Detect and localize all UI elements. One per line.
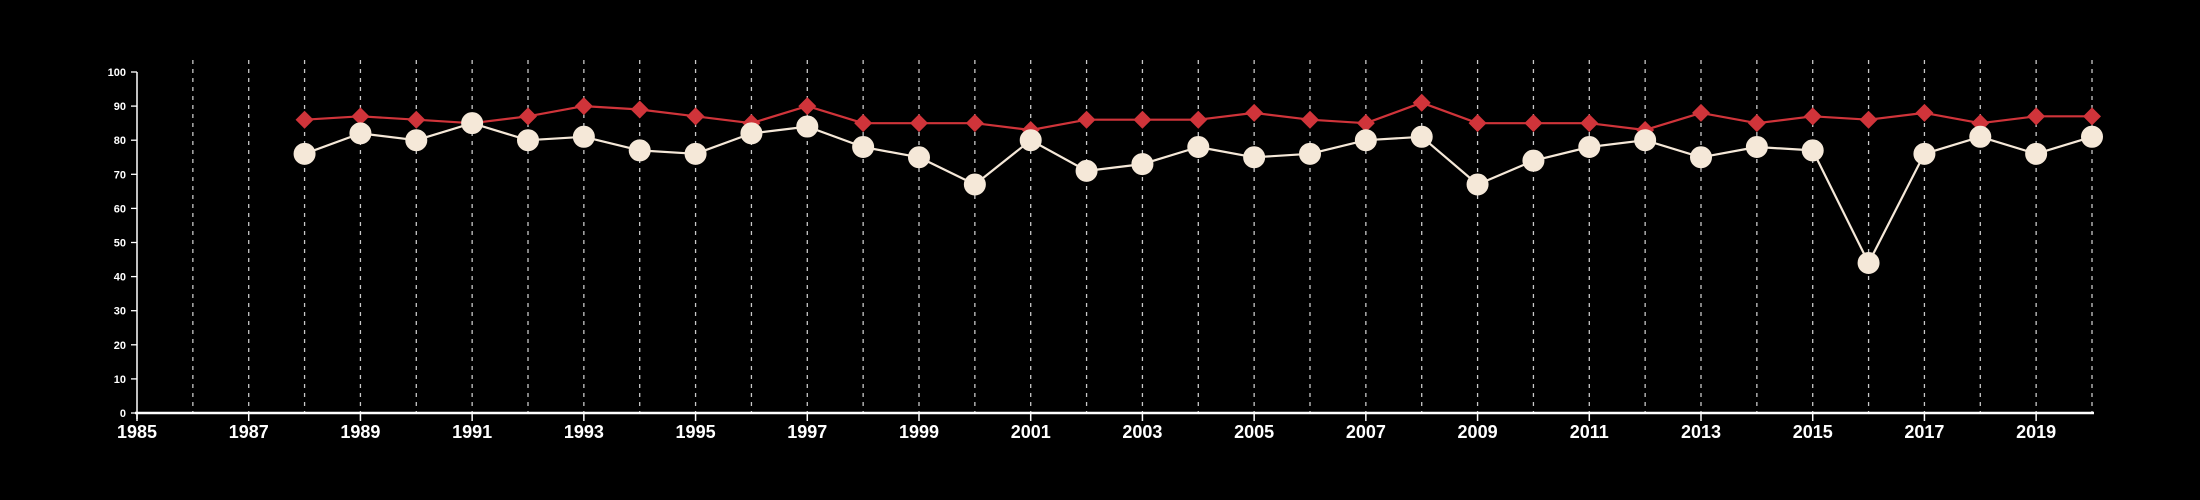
x-tick-label: 1997: [787, 422, 827, 442]
series-1-point-2008: [1410, 125, 1433, 148]
series-0-point-2000: [965, 114, 984, 133]
series-0-point-2016: [1859, 110, 1878, 129]
series-1-point-2017: [1913, 142, 1936, 165]
series-0-point-2004: [1189, 110, 1208, 129]
x-tick-label: 2007: [1346, 422, 1386, 442]
x-tick-label: 1987: [229, 422, 269, 442]
x-tick-label: 1991: [452, 422, 492, 442]
axes: 0 10 20 30 40 50 60 70 80 90 100 1985 1987 1989 1991 19…: [108, 67, 2094, 442]
series-1-point-2002: [1075, 159, 1098, 182]
series-1-point-2006: [1299, 142, 1321, 165]
series-1-point-1993: [572, 125, 595, 148]
series-0-point-2007: [1356, 114, 1375, 133]
series-0-point-2010: [1524, 114, 1543, 133]
x-tick-label: 2017: [1904, 422, 1944, 442]
x-tick-label: 2019: [2016, 422, 2056, 442]
x-tick-label: 1993: [564, 422, 604, 442]
series-1-point-2010: [1522, 149, 1545, 172]
series-1-point-2018: [1969, 125, 1992, 148]
y-tick-label: 0: [120, 408, 126, 420]
y-tick-label: 90: [114, 101, 126, 113]
series-1-point-2020: [2081, 125, 2103, 148]
y-tick-label: 10: [114, 374, 126, 386]
series-1-point-1994: [628, 139, 651, 162]
series-1-point-2003: [1131, 153, 1154, 176]
series-0-point-1999: [910, 114, 928, 133]
series-1-point-2019: [2025, 142, 2048, 165]
x-tick-label: 2001: [1011, 422, 1051, 442]
series-0-point-1992: [519, 107, 537, 126]
series-1-point-1990: [405, 129, 428, 152]
series-0-point-1990: [407, 110, 426, 129]
series-0-point-2019: [2027, 107, 2046, 126]
series-0-point-1995: [686, 107, 705, 126]
series-1-point-2000: [963, 173, 986, 196]
x-tick-label: 2003: [1122, 422, 1162, 442]
series-0-point-2017: [1915, 103, 1934, 122]
series-0-point-2014: [1747, 114, 1766, 133]
series-1-point-1991: [461, 112, 484, 135]
y-tick-label: 30: [114, 306, 126, 318]
series-1-point-2005: [1243, 146, 1266, 169]
x-tick-label: 1999: [899, 422, 939, 442]
y-tick-label: 20: [114, 340, 126, 352]
series-1-point-2009: [1466, 173, 1489, 196]
series-0-point-2003: [1133, 110, 1152, 129]
series-1-point-1997: [796, 115, 819, 138]
series-0-point-2006: [1301, 110, 1319, 129]
series-0-point-1997: [798, 97, 817, 116]
series-0-point-2011: [1580, 114, 1599, 133]
data-series: [293, 93, 2103, 274]
series-0-point-1993: [574, 97, 593, 116]
x-tick-label: 2013: [1681, 422, 1721, 442]
series-0-point-2009: [1468, 114, 1487, 133]
series-0-point-1994: [630, 100, 649, 119]
series-1-point-2007: [1354, 129, 1377, 152]
x-tick-label: 2005: [1234, 422, 1274, 442]
y-tick-label: 80: [114, 135, 126, 147]
series-1-point-1998: [852, 136, 875, 159]
series-0-point-2008: [1412, 93, 1431, 112]
y-tick-label: 50: [114, 238, 126, 250]
series-1-point-1989: [349, 122, 372, 145]
series-0-point-1988: [295, 110, 314, 129]
x-tick-label: 2015: [1793, 422, 1833, 442]
series-1-point-1995: [684, 142, 707, 165]
y-tick-label: 40: [114, 272, 126, 284]
series-1-point-2013: [1690, 146, 1712, 169]
series-1-point-1996: [740, 122, 763, 145]
series-1-point-1992: [517, 129, 539, 152]
y-tick-label: 70: [114, 169, 126, 181]
y-tick-label: 100: [108, 67, 126, 79]
x-tick-label: 1995: [676, 422, 716, 442]
series-0-point-2020: [2083, 107, 2101, 126]
series-1-point-2004: [1187, 136, 1210, 159]
series-1-point-1999: [908, 146, 930, 169]
series-0-point-2015: [1803, 107, 1822, 126]
series-1-point-2012: [1634, 129, 1657, 152]
series-0-point-1998: [854, 114, 873, 133]
series-1-point-2015: [1801, 139, 1824, 162]
y-tick-label: 60: [114, 203, 126, 215]
series-0-point-2005: [1245, 103, 1264, 122]
series-1-point-2016: [1857, 251, 1880, 274]
series-0-point-2013: [1692, 103, 1710, 122]
series-1-point-2001: [1019, 129, 1042, 152]
series-1-point-2011: [1578, 136, 1601, 159]
series-0-point-1989: [351, 107, 370, 126]
x-tick-label: 2011: [1570, 422, 1609, 442]
x-tick-label: 2009: [1458, 422, 1498, 442]
series-0-point-2002: [1077, 110, 1096, 129]
series-1-point-1988: [293, 142, 316, 165]
x-tick-label: 1985: [117, 422, 157, 442]
x-tick-label: 1989: [340, 422, 380, 442]
series-1-point-2014: [1745, 136, 1768, 159]
